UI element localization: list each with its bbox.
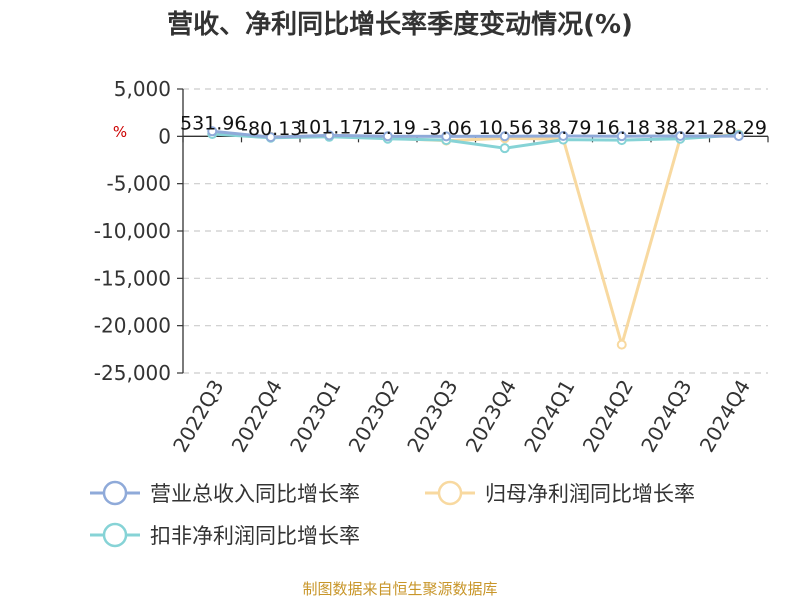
legend-label: 营业总收入同比增长率 — [150, 482, 360, 506]
x-tick-label: 2022Q3 — [168, 376, 228, 457]
data-point — [441, 131, 452, 142]
data-label: 16.18 — [596, 117, 650, 139]
chart-title: 营收、净利同比增长率季度变动情况(%) — [167, 9, 633, 40]
x-tick-label: 2022Q4 — [227, 376, 287, 457]
x-tick-label: 2024Q3 — [636, 376, 696, 457]
series-line — [212, 129, 739, 139]
y-tick-label: -25,000 — [94, 361, 171, 385]
x-tick-label: 2023Q3 — [402, 376, 462, 457]
legend-marker — [102, 522, 128, 548]
x-tick-label: 2024Q2 — [578, 376, 638, 457]
legend-label: 归母净利润同比增长率 — [485, 482, 695, 506]
y-axis-ticks: 5,000 0 -5,000 -10,000 -15,000 -20,000 -25,000 — [94, 77, 183, 385]
x-tick-label: 2023Q4 — [461, 376, 521, 457]
data-point — [616, 131, 627, 142]
data-point — [733, 131, 744, 142]
data-point — [499, 131, 510, 142]
x-tick-label: 2024Q1 — [519, 376, 579, 457]
data-label: 28.29 — [713, 117, 767, 139]
data-label: 10.56 — [479, 117, 533, 139]
unit-label: % — [113, 123, 127, 141]
y-tick-label: -15,000 — [94, 266, 171, 290]
legend-label: 扣非净利润同比增长率 — [150, 524, 360, 548]
data-point — [675, 130, 686, 141]
y-tick-label: 0 — [158, 124, 171, 148]
data-point — [265, 132, 276, 143]
data-label: -80.13 — [241, 118, 302, 140]
data-label: 531.96 — [180, 112, 246, 134]
series-lines — [212, 129, 739, 347]
x-tick-label: 2024Q4 — [695, 376, 755, 457]
legend-marker — [102, 480, 128, 506]
data-point — [616, 339, 627, 350]
data-point — [499, 143, 510, 154]
x-axis-ticks: 2022Q32022Q42023Q12023Q22023Q32023Q42024… — [168, 376, 755, 457]
data-label: 38.79 — [537, 117, 591, 139]
data-label: -3.06 — [423, 117, 472, 139]
source-note: 制图数据来自恒生聚源数据库 — [302, 580, 497, 598]
series-line — [212, 132, 739, 347]
data-label: 12.19 — [362, 117, 416, 139]
y-tick-label: -5,000 — [107, 172, 171, 196]
x-tick-label: 2023Q1 — [285, 376, 345, 457]
legend-marker — [437, 480, 463, 506]
data-point — [558, 130, 569, 141]
data-point — [207, 126, 218, 137]
data-point — [382, 131, 393, 142]
data-point — [324, 130, 335, 141]
series-points — [207, 126, 744, 350]
data-label: 101.17 — [297, 116, 363, 138]
y-tick-label: -10,000 — [94, 219, 171, 243]
data-label: 38.21 — [654, 117, 708, 139]
x-tick-label: 2023Q2 — [344, 376, 404, 457]
y-tick-label: 5,000 — [114, 77, 171, 101]
y-tick-label: -20,000 — [94, 314, 171, 338]
